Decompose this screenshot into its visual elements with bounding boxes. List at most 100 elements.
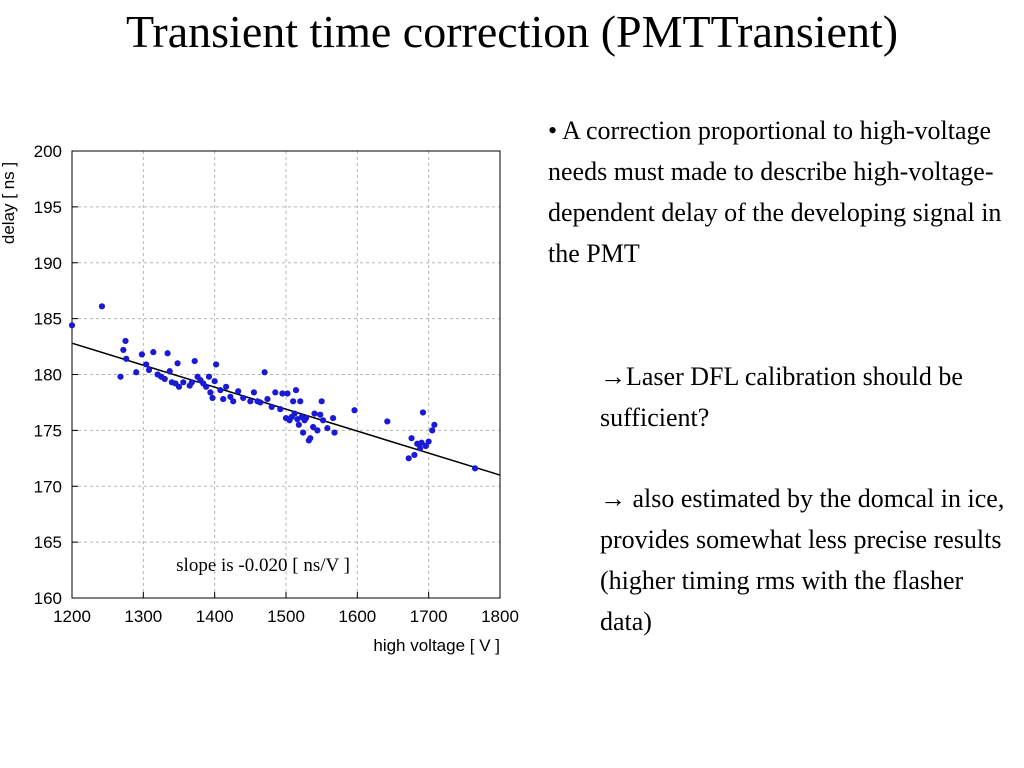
data-point: [261, 369, 268, 376]
slope-annotation: slope is -0.020 [ ns/V ]: [176, 555, 350, 576]
data-point: [164, 350, 171, 357]
data-point: [207, 389, 214, 396]
y-tick-label: 185: [34, 310, 62, 329]
data-point: [209, 394, 216, 402]
data-point: [222, 383, 230, 390]
data-point: [235, 388, 242, 395]
data-point: [431, 421, 438, 428]
y-tick-label: 165: [34, 533, 62, 552]
x-tick-label: 1800: [481, 607, 519, 626]
slide-title: Transient time correction (PMTTransient): [125, 6, 899, 57]
sub-point-laser: →Laser DFL calibration should be suffici…: [600, 356, 1010, 438]
data-point: [292, 387, 300, 394]
data-point: [284, 390, 291, 397]
data-point: [150, 349, 157, 356]
data-point: [268, 403, 275, 411]
data-point: [290, 398, 297, 405]
y-tick-label: 190: [34, 254, 62, 273]
data-point: [324, 425, 331, 432]
data-point: [331, 429, 338, 436]
data-point: [191, 357, 198, 365]
data-point: [291, 410, 298, 417]
data-point: [230, 398, 237, 405]
data-point: [329, 414, 337, 422]
data-point: [143, 361, 150, 368]
data-point: [174, 360, 181, 367]
data-point: [384, 418, 391, 425]
y-tick-label: 175: [34, 421, 62, 440]
x-tick-label: 1700: [410, 607, 448, 626]
data-point: [422, 442, 429, 450]
data-point: [123, 355, 130, 362]
y-axis-label: delay [ ns ]: [0, 162, 18, 244]
data-point: [405, 455, 412, 462]
data-point: [307, 435, 314, 442]
data-point: [300, 429, 307, 436]
data-point: [220, 395, 227, 403]
data-point: [277, 406, 284, 413]
data-point: [471, 465, 479, 472]
bullet-text: • A correction proportional to high-volt…: [548, 116, 1002, 268]
sub-point-laser-text: →Laser DFL calibration should be suffici…: [600, 362, 963, 432]
data-point: [117, 373, 124, 380]
axis-ticks: 1200 1300 1400 1500 1600 1700 1800 160 165 170 175…: [34, 142, 519, 626]
data-point: [310, 423, 317, 431]
data-point: [133, 369, 140, 376]
data-point: [408, 435, 415, 442]
data-point: [188, 379, 195, 386]
data-point: [272, 389, 279, 396]
x-tick-label: 1600: [338, 607, 376, 626]
data-point: [217, 387, 224, 394]
data-point: [212, 361, 220, 368]
data-point: [68, 322, 76, 329]
data-point: [257, 399, 264, 406]
data-point: [411, 451, 418, 459]
y-tick-label: 200: [34, 142, 62, 161]
data-point: [175, 383, 183, 390]
bullet-correction: • A correction proportional to high-volt…: [548, 110, 1018, 274]
data-point: [240, 394, 247, 402]
data-point: [317, 411, 324, 418]
y-tick-label: 170: [34, 477, 62, 496]
x-tick-label: 1500: [267, 607, 305, 626]
data-point: [314, 427, 321, 434]
y-tick-label: 195: [34, 198, 62, 217]
data-point: [180, 379, 187, 386]
data-point: [264, 395, 271, 403]
data-point: [138, 351, 146, 358]
data-point: [429, 427, 436, 434]
data-point: [419, 409, 427, 416]
data-point: [120, 346, 127, 354]
y-tick-label: 180: [34, 366, 62, 385]
x-tick-label: 1300: [124, 607, 162, 626]
x-tick-label: 1400: [196, 607, 234, 626]
y-tick-label: 160: [34, 589, 62, 608]
data-point: [297, 398, 304, 405]
chart-grid: [72, 151, 500, 598]
data-point: [247, 398, 254, 405]
data-point: [203, 383, 210, 390]
data-point: [250, 389, 257, 396]
data-point: [318, 398, 325, 405]
x-axis-label: high voltage [ V ]: [373, 636, 500, 655]
data-point: [211, 378, 218, 385]
data-point: [166, 368, 173, 375]
data-point: [122, 337, 129, 345]
data-point: [418, 439, 425, 446]
data-point: [279, 390, 286, 397]
data-point: [98, 303, 106, 310]
data-point: [227, 393, 234, 400]
data-point: [311, 410, 318, 417]
data-point: [161, 375, 168, 383]
x-tick-label: 1200: [53, 607, 91, 626]
sub-point-domcal-text: → also estimated by the domcal in ice, p…: [600, 484, 1005, 636]
data-point: [145, 366, 153, 374]
data-points: [68, 303, 479, 472]
data-point: [205, 373, 213, 380]
sub-point-domcal: → also estimated by the domcal in ice, p…: [600, 478, 1010, 642]
data-point: [295, 421, 302, 428]
data-point: [319, 417, 327, 424]
scatter-chart: 1200 1300 1400 1500 1600 1700 1800 160 165 170 175…: [0, 142, 519, 655]
data-point: [425, 438, 432, 445]
data-point: [351, 407, 358, 414]
